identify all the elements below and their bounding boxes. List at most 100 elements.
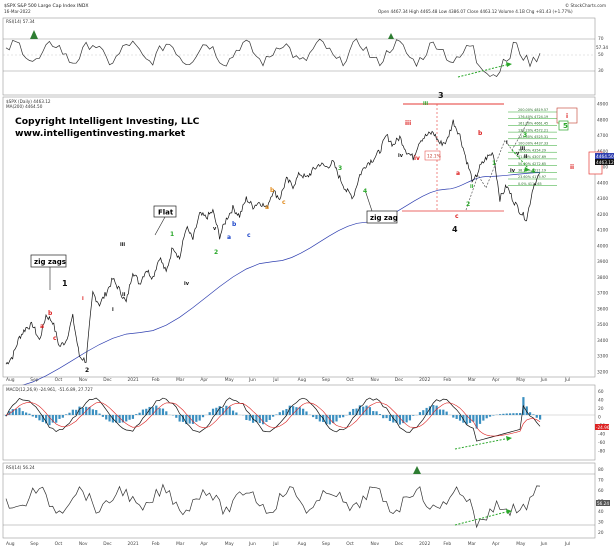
macd-histogram-bar bbox=[38, 415, 41, 421]
fib-level-label: 61.80% 4307.69 bbox=[518, 155, 546, 159]
x-tick-label: Jun bbox=[248, 541, 256, 547]
x-tick-label: Oct bbox=[55, 377, 63, 383]
macd-histogram-bar bbox=[265, 415, 268, 422]
macd-histogram-bar bbox=[21, 411, 24, 415]
x-tick-label: Sep bbox=[322, 541, 330, 547]
macd-histogram-bar bbox=[455, 415, 458, 419]
projection-alt-arrow bbox=[524, 167, 530, 172]
wave-label: iii bbox=[423, 101, 428, 107]
macd-histogram-bar bbox=[235, 412, 238, 415]
macd-histogram-bar bbox=[245, 415, 248, 421]
x-tick-label: Feb bbox=[443, 377, 451, 383]
macd-histogram-bar bbox=[141, 409, 145, 415]
wave-label: c bbox=[282, 199, 286, 206]
x-tick-label: May bbox=[516, 377, 525, 383]
macd-histogram-bar bbox=[352, 408, 355, 415]
macd-histogram-bar bbox=[131, 415, 135, 419]
macd-histogram-bar bbox=[515, 413, 518, 415]
price-ytick: 3200 bbox=[597, 370, 608, 376]
macd-histogram-bar bbox=[48, 415, 51, 426]
wave-label: 3 bbox=[523, 132, 527, 139]
wave-label: 3 bbox=[438, 91, 444, 100]
price-ytick: 3500 bbox=[597, 322, 608, 328]
macd-histogram-bar bbox=[165, 411, 168, 415]
macd-histogram-bar bbox=[211, 408, 215, 415]
x-tick-label: Aug bbox=[298, 541, 307, 547]
rsi-bottom-divergence-arrow bbox=[506, 509, 512, 514]
x-tick-label: Nov bbox=[79, 541, 88, 547]
wave-label: ii bbox=[570, 164, 574, 171]
macd-histogram-bar bbox=[508, 413, 512, 415]
x-tick-label: Oct bbox=[346, 541, 354, 547]
ma-tag-value: 4464.50 bbox=[596, 154, 614, 160]
x-tick-label: Dec bbox=[103, 377, 112, 383]
x-tick-label: Jun bbox=[248, 377, 256, 383]
x-tick-label: Jul bbox=[564, 377, 570, 383]
projection-path bbox=[465, 117, 531, 211]
bottom-x-axis: Aug Sep Oct Nov Dec 2021 Feb Mar Apr May Jun Jul Aug… bbox=[6, 541, 570, 547]
macd-histogram-bar bbox=[372, 411, 375, 415]
wave-label: iii bbox=[520, 146, 525, 152]
macd-histogram-bar bbox=[31, 415, 34, 417]
price-tag bbox=[595, 159, 614, 165]
x-tick-label: May bbox=[225, 377, 234, 383]
x-tick-label: Oct bbox=[346, 377, 354, 383]
wave-label: 5 bbox=[563, 122, 568, 130]
macd-histogram-bar bbox=[151, 407, 155, 415]
macd-histogram-bar bbox=[228, 406, 231, 415]
x-tick-label: Dec bbox=[103, 541, 112, 547]
x-tick-label: Apr bbox=[492, 377, 500, 383]
macd-histogram-bar bbox=[315, 415, 318, 420]
price-ytick: 4900 bbox=[597, 102, 608, 108]
rsi-bottom-value-text: 56.24 bbox=[597, 501, 609, 506]
rsi-bottom-line bbox=[5, 483, 541, 529]
macd-histogram-bar bbox=[325, 415, 328, 425]
wave-label: c bbox=[53, 335, 57, 342]
wave-label: a bbox=[265, 204, 269, 211]
price-ytick: 4800 bbox=[597, 117, 608, 123]
macd-histogram-bar bbox=[278, 412, 281, 415]
wave-label: ii bbox=[122, 292, 126, 298]
wave-label: v bbox=[516, 151, 520, 157]
macd-ytick: -60 bbox=[598, 440, 605, 446]
rsi-bottom-ytick: 20 bbox=[598, 530, 604, 536]
macd-ytick: -80 bbox=[598, 449, 605, 455]
macd-histogram-bar bbox=[158, 408, 161, 415]
macd-histogram-bar bbox=[15, 408, 18, 415]
price-ytick: 4200 bbox=[597, 212, 608, 218]
macd-histogram-bar bbox=[285, 408, 288, 415]
macd-histogram-bar bbox=[512, 413, 515, 415]
x-tick-label: Apr bbox=[492, 541, 500, 547]
macd-histogram-bar bbox=[302, 408, 305, 415]
fib-level-label: 176.40% 4724.19 bbox=[518, 115, 548, 119]
macd-histogram-bar bbox=[225, 405, 228, 415]
macd-histogram-bar bbox=[201, 415, 205, 418]
flat-label: Flat bbox=[158, 209, 174, 217]
rsi-top-divergence-line bbox=[457, 63, 511, 78]
price-ytick: 4100 bbox=[597, 228, 608, 234]
price-ytick: 4300 bbox=[597, 196, 608, 202]
macd-divergence-arrow bbox=[506, 436, 512, 441]
chart-date: 16-Mar-2022 bbox=[4, 9, 31, 14]
macd-histogram-bar bbox=[428, 406, 432, 415]
watermark-website: www.intelligentinvesting.market bbox=[15, 128, 186, 139]
macd-histogram bbox=[5, 397, 542, 429]
price-ytick: 3300 bbox=[597, 354, 608, 360]
macd-ytick: 0 bbox=[598, 415, 601, 421]
macd-histogram-bar bbox=[261, 415, 265, 425]
macd-histogram-bar bbox=[438, 409, 442, 415]
rsi-bottom-ytick: 60 bbox=[598, 488, 604, 494]
macd-histogram-bar bbox=[348, 411, 351, 415]
x-tick-label: Jun bbox=[540, 377, 548, 383]
macd-histogram-bar bbox=[248, 415, 251, 421]
macd-histogram-bar bbox=[25, 412, 28, 415]
macd-histogram-bar bbox=[11, 409, 14, 415]
price-panel: $SPX (Daily) 4463.12 MA(200) 4464.50 490… bbox=[2, 91, 614, 389]
macd-histogram-bar bbox=[95, 410, 98, 415]
macd-histogram-bar bbox=[338, 415, 341, 418]
chart-symbol: $SPX S&P 500 Large Cap Index INDX bbox=[4, 3, 89, 9]
ma-tag bbox=[595, 153, 614, 159]
x-tick-label: Mar bbox=[468, 541, 476, 547]
macd-histogram-bar bbox=[502, 413, 505, 415]
